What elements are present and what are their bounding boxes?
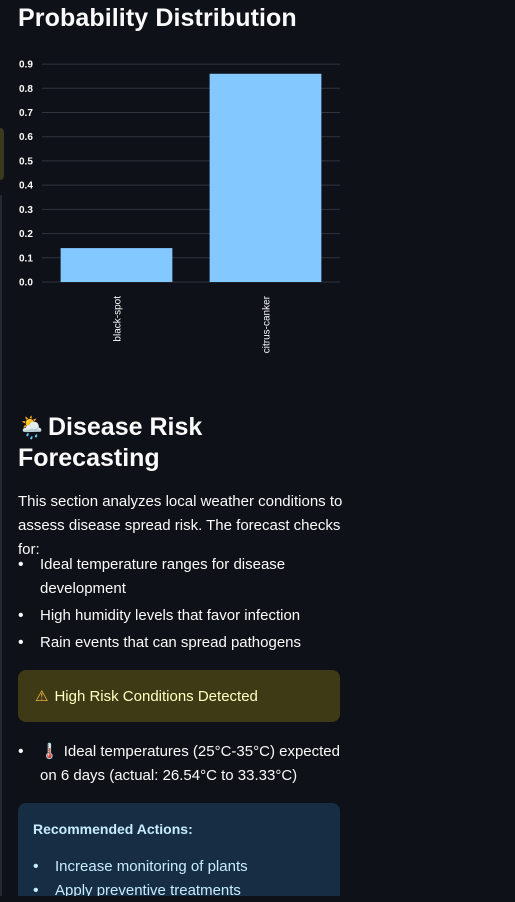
high-risk-alert-text: High Risk Conditions Detected [54,687,258,705]
risk-forecast-title: Disease Risk Forecasting [18,413,203,472]
list-item: 🌡️Ideal temperatures (25°C-35°C) expecte… [18,740,343,788]
list-item: Rain events that can spread pathogens [18,631,338,655]
y-tick-label: 0.2 [19,229,33,240]
y-tick-label: 0.8 [19,84,33,95]
risk-detail-list: 🌡️Ideal temperatures (25°C-35°C) expecte… [18,740,343,788]
high-risk-alert: ⚠ High Risk Conditions Detected [18,670,340,722]
warning-icon: ⚠ [35,688,49,705]
risk-intro-text: This section analyzes local weather cond… [18,493,343,558]
list-item: Increase monitoring of plants [33,855,325,879]
bar-black-spot[interactable] [60,248,173,282]
recommended-actions-title: Recommended Actions: [33,821,193,837]
list-item: High humidity levels that favor infectio… [18,604,338,628]
left-divider [0,195,2,902]
thermometer-icon: 🌡️ [40,743,59,760]
x-tick-label: black-spot [113,296,124,342]
recommended-actions-list: Increase monitoring of plants Apply prev… [33,855,325,902]
y-tick-label: 0.5 [19,156,33,167]
risk-forecast-heading: 🌦️ Disease Risk Forecasting [18,412,348,474]
bottom-edge [0,896,515,902]
recommended-actions-box: Recommended Actions: Increase monitoring… [18,803,340,902]
y-tick-label: 0.0 [19,278,33,289]
x-tick-label: citrus-canker [262,295,273,353]
probability-title: Probability Distribution [18,4,297,32]
y-tick-label: 0.1 [19,253,33,264]
temperature-detail-text: Ideal temperatures (25°C-35°C) expected … [40,743,340,784]
y-tick-label: 0.6 [19,132,33,143]
probability-bar-chart: 0.0 0.1 0.2 0.3 0.4 0.5 0.6 0.7 0.8 0.9 black-spot… [19,60,340,353]
sun-cloud-icon: 🌦️ [18,415,46,440]
list-item: Ideal temperature ranges for disease dev… [18,553,338,601]
sidebar-collapse-tab[interactable] [0,128,4,180]
bar-citrus-canker[interactable] [209,73,322,282]
risk-check-list: Ideal temperature ranges for disease dev… [18,553,338,658]
y-tick-label: 0.7 [19,108,33,119]
y-tick-label: 0.3 [19,205,33,216]
list-item: Apply preventive treatments [33,879,325,902]
y-tick-label: 0.9 [19,60,33,71]
y-tick-label: 0.4 [19,181,33,192]
